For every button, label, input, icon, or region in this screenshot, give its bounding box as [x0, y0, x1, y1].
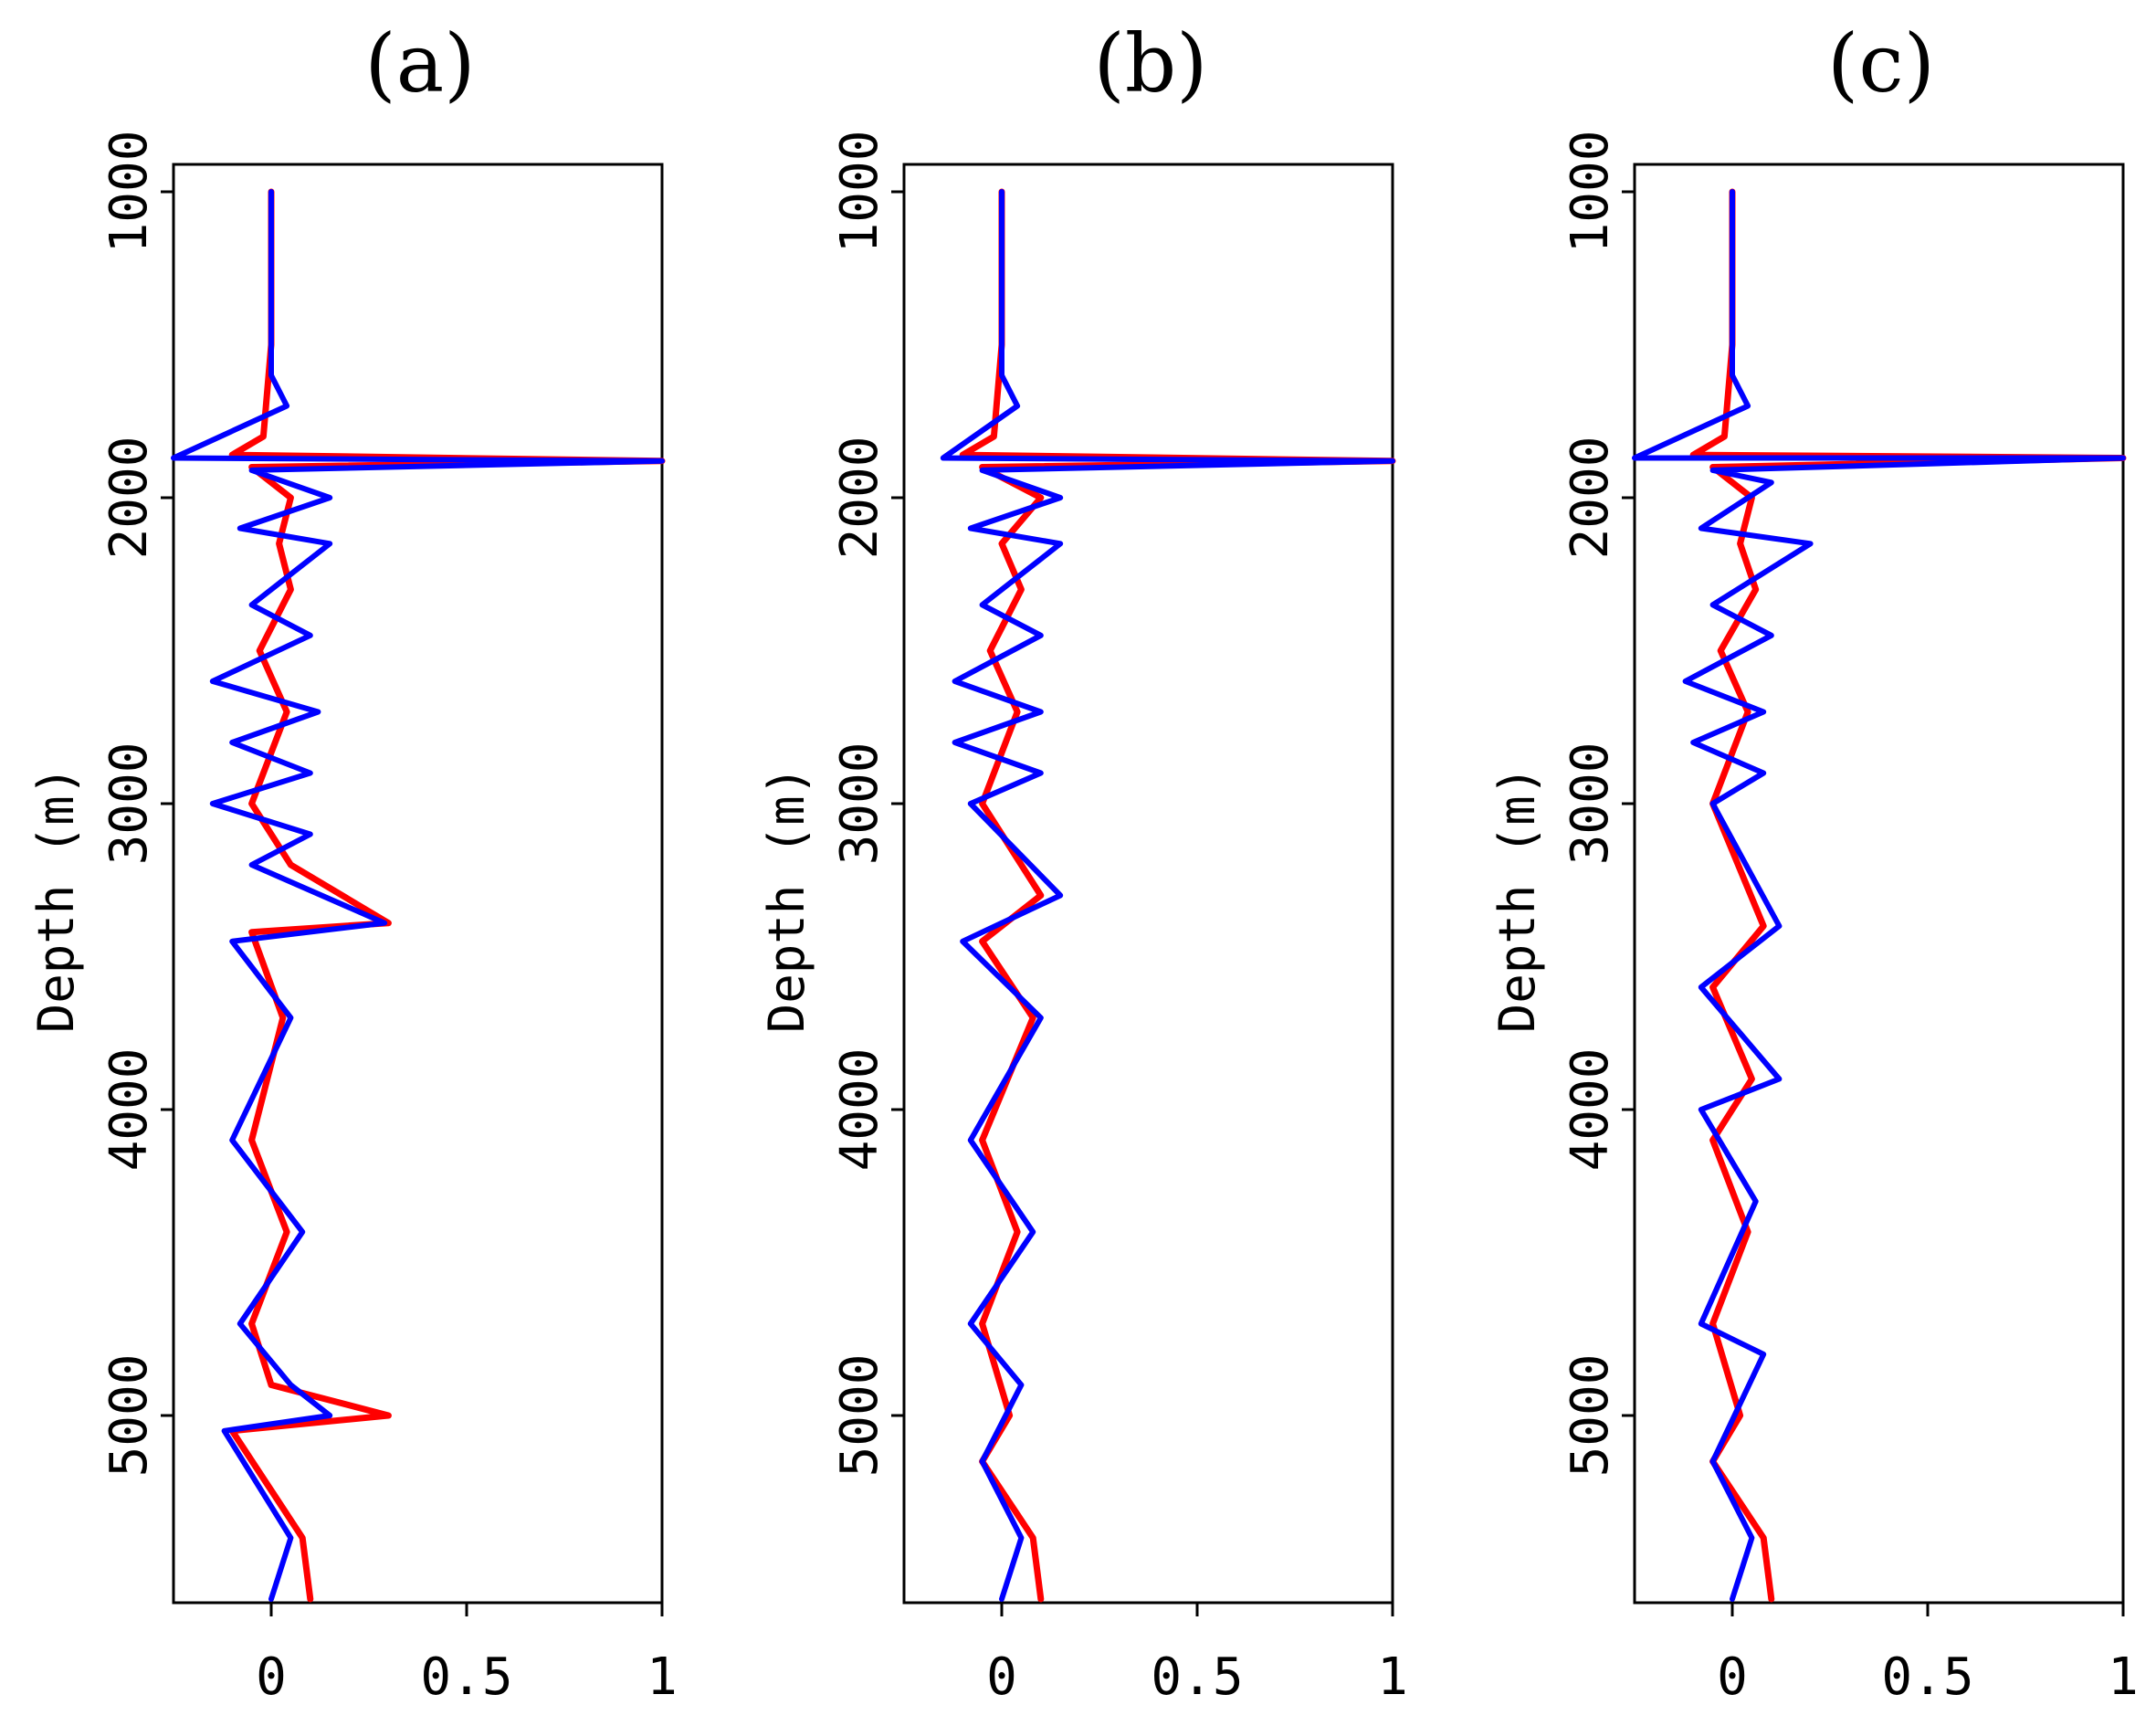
- panel-c-xtick-label: 1: [2108, 1647, 2139, 1707]
- panel-b-ytick-label: 5000: [830, 1354, 889, 1478]
- panel-b-xtick-label: 1: [1377, 1647, 1408, 1707]
- panel-a-yticks: 1000 2000 3000 4000 5000: [100, 131, 174, 1478]
- panel-b-ytick-label: 4000: [830, 1048, 889, 1172]
- panel-b-ytick-label: 3000: [830, 742, 889, 866]
- panel-b-yticks: 1000 2000 3000 4000 5000: [830, 131, 904, 1478]
- panel-c-blue-trace: [1632, 189, 2126, 1602]
- panel-b-ylabel: Depth (m): [758, 766, 815, 1034]
- panel-b-blue-trace: [940, 189, 1395, 1602]
- panel-a-ytick-label: 2000: [100, 437, 159, 560]
- panel-c-ylabel: Depth (m): [1488, 766, 1546, 1034]
- panel-b: (b) Depth (m) 1000 2000 3000 4000 5000 0…: [758, 16, 1408, 1707]
- panel-a-title: (a): [364, 16, 475, 111]
- panel-a-ylabel: Depth (m): [27, 766, 85, 1034]
- panel-a-ytick-label: 4000: [100, 1048, 159, 1172]
- panel-c-ytick-label: 5000: [1561, 1354, 1620, 1478]
- panel-c-xticks: 0 0.5 1: [1717, 1603, 2139, 1707]
- panel-b-ytick-label: 2000: [830, 437, 889, 560]
- panel-a-frame: [172, 163, 664, 1605]
- panel-a-xtick-label: 0.5: [420, 1647, 512, 1707]
- panel-a-ytick-label: 1000: [100, 131, 159, 254]
- panel-a-xtick-label: 0: [256, 1647, 287, 1707]
- panel-b-title: (b): [1094, 16, 1208, 111]
- panel-c-yticks: 1000 2000 3000 4000 5000: [1561, 131, 1635, 1478]
- panel-a-blue-trace: [171, 189, 665, 1602]
- panel-b-ytick-label: 1000: [830, 131, 889, 254]
- panel-a-xticks: 0 0.5 1: [256, 1603, 678, 1707]
- panel-b-frame: [902, 163, 1394, 1605]
- panel-c-title: (c): [1827, 16, 1935, 111]
- panel-c-ytick-label: 1000: [1561, 131, 1620, 254]
- panel-a-ytick-label: 3000: [100, 742, 159, 866]
- panel-b-xticks: 0 0.5 1: [986, 1603, 1408, 1707]
- panel-a: (a) Depth (m) 1000 2000 3000 4000 5000 0…: [27, 16, 678, 1707]
- panel-c-red-trace: [1689, 188, 2127, 1603]
- panel-c-ytick-label: 3000: [1561, 742, 1620, 866]
- panel-b-xtick-label: 0: [986, 1647, 1017, 1707]
- panel-c-ytick-label: 4000: [1561, 1048, 1620, 1172]
- panel-c-frame: [1633, 163, 2125, 1605]
- panel-c: (c) Depth (m) 1000 2000 3000 4000 5000 0…: [1488, 16, 2139, 1707]
- panel-c-xtick-label: 0.5: [1881, 1647, 1973, 1707]
- panel-b-xtick-label: 0.5: [1151, 1647, 1243, 1707]
- panel-a-ytick-label: 5000: [100, 1354, 159, 1478]
- panel-c-ytick-label: 2000: [1561, 437, 1620, 560]
- panel-c-xtick-label: 0: [1717, 1647, 1748, 1707]
- panel-a-xtick-label: 1: [647, 1647, 678, 1707]
- panel-b-red-trace: [959, 188, 1396, 1603]
